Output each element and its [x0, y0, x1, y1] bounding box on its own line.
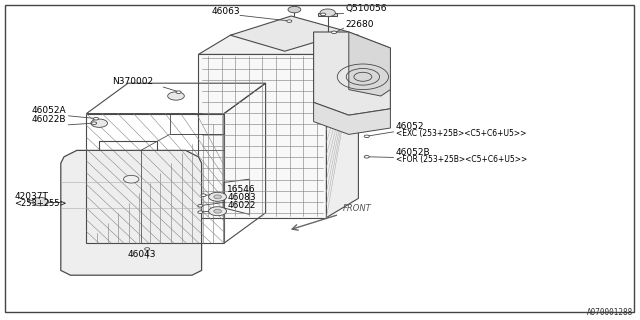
Circle shape [364, 156, 369, 158]
Circle shape [32, 197, 49, 206]
Polygon shape [198, 35, 358, 54]
Polygon shape [314, 102, 390, 134]
Text: N370002: N370002 [112, 77, 153, 86]
Text: FRONT: FRONT [342, 204, 371, 213]
Circle shape [209, 207, 227, 216]
Polygon shape [318, 13, 337, 16]
Circle shape [91, 119, 108, 127]
Text: 46052B: 46052B [396, 148, 430, 157]
Circle shape [92, 122, 97, 124]
Text: 46022: 46022 [227, 201, 255, 210]
Polygon shape [230, 35, 285, 214]
Polygon shape [198, 54, 326, 218]
Circle shape [168, 92, 184, 100]
Circle shape [176, 91, 181, 93]
Text: 46063: 46063 [211, 7, 240, 16]
Polygon shape [314, 32, 390, 115]
Circle shape [320, 9, 335, 17]
Circle shape [93, 117, 99, 120]
Text: <253+255>: <253+255> [14, 199, 67, 208]
Polygon shape [326, 35, 358, 218]
Circle shape [214, 209, 221, 213]
Circle shape [214, 195, 221, 199]
Text: 46022B: 46022B [32, 115, 67, 124]
Text: 22680: 22680 [346, 20, 374, 29]
Circle shape [287, 20, 292, 22]
Circle shape [198, 204, 203, 207]
Text: Q510056: Q510056 [346, 4, 387, 13]
Text: 46052: 46052 [396, 122, 424, 131]
Circle shape [332, 31, 337, 34]
Circle shape [198, 211, 203, 213]
Text: 46043: 46043 [128, 250, 157, 259]
Circle shape [364, 135, 369, 138]
Text: 42037T: 42037T [14, 192, 48, 201]
Circle shape [321, 13, 326, 16]
Polygon shape [61, 150, 202, 275]
Text: <FOR (253+25B><C5+C6+U5>>: <FOR (253+25B><C5+C6+U5>> [396, 155, 527, 164]
Text: 16546: 16546 [227, 185, 256, 194]
Text: 46083: 46083 [227, 193, 256, 202]
Text: A070001288: A070001288 [588, 308, 634, 317]
Circle shape [288, 6, 301, 13]
Circle shape [124, 175, 139, 183]
Polygon shape [230, 16, 349, 51]
Circle shape [209, 192, 227, 201]
Text: <EXC (253+25B><C5+C6+U5>>: <EXC (253+25B><C5+C6+U5>> [396, 129, 526, 138]
Circle shape [28, 200, 33, 203]
Polygon shape [349, 32, 390, 96]
Circle shape [145, 248, 150, 250]
Text: 46052A: 46052A [32, 106, 67, 115]
Circle shape [201, 194, 206, 196]
